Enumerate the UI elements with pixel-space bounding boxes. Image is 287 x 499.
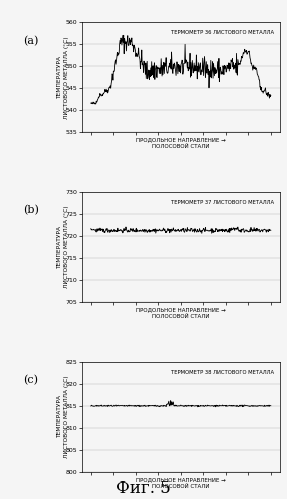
- Text: ТЕРМОМЕТР 38 ЛИСТОВОГО МЕТАЛЛА: ТЕРМОМЕТР 38 ЛИСТОВОГО МЕТАЛЛА: [171, 370, 274, 375]
- X-axis label: ПРОДОЛЬНОЕ НАПРАВЛЕНИЕ →
ПОЛОСОВОЙ СТАЛИ: ПРОДОЛЬНОЕ НАПРАВЛЕНИЕ → ПОЛОСОВОЙ СТАЛИ: [136, 138, 226, 149]
- Y-axis label: ТЕМПЕРАТУРА
ЛИСТОВОГО МЕТАЛЛА (°C): ТЕМПЕРАТУРА ЛИСТОВОГО МЕТАЛЛА (°C): [57, 206, 69, 288]
- Text: ТЕРМОМЕТР 37 ЛИСТОВОГО МЕТАЛЛА: ТЕРМОМЕТР 37 ЛИСТОВОГО МЕТАЛЛА: [171, 200, 274, 205]
- Text: (b): (b): [23, 206, 39, 216]
- Text: ТЕРМОМЕТР 36 ЛИСТОВОГО МЕТАЛЛА: ТЕРМОМЕТР 36 ЛИСТОВОГО МЕТАЛЛА: [171, 30, 274, 35]
- Text: (a): (a): [23, 35, 39, 46]
- X-axis label: ПРОДОЛЬНОЕ НАПРАВЛЕНИЕ →
ПОЛОСОВОЙ СТАЛИ: ПРОДОЛЬНОЕ НАПРАВЛЕНИЕ → ПОЛОСОВОЙ СТАЛИ: [136, 477, 226, 489]
- Text: (c): (c): [23, 375, 38, 385]
- Y-axis label: ТЕМПЕРАТУРА
ЛИСТОВОГО МЕТАЛЛА (°C): ТЕМПЕРАТУРА ЛИСТОВОГО МЕТАЛЛА (°C): [57, 375, 69, 458]
- X-axis label: ПРОДОЛЬНОЕ НАПРАВЛЕНИЕ →
ПОЛОСОВОЙ СТАЛИ: ПРОДОЛЬНОЕ НАПРАВЛЕНИЕ → ПОЛОСОВОЙ СТАЛИ: [136, 307, 226, 319]
- Text: Фиг. 5: Фиг. 5: [116, 480, 171, 497]
- Y-axis label: ТЕМПЕРАТУРА
ЛИСТОВОГО МЕТАЛЛА (°C): ТЕМПЕРАТУРА ЛИСТОВОГО МЕТАЛЛА (°C): [57, 36, 69, 119]
